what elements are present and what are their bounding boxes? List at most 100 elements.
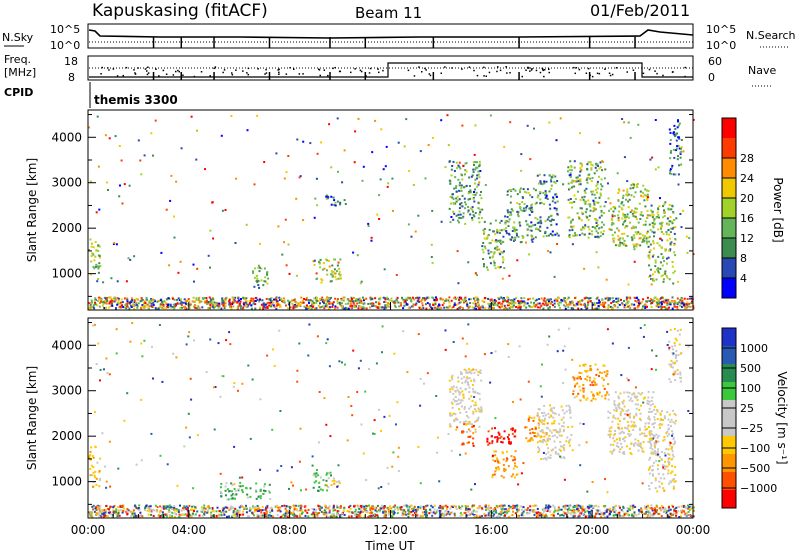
- heatmap-cell: [676, 339, 678, 341]
- heatmap-cell: [672, 283, 674, 285]
- ground-scatter-cell: [152, 299, 154, 301]
- ground-scatter-cell: [149, 300, 151, 302]
- nave-dot: [232, 74, 234, 76]
- heatmap-cell: [537, 412, 539, 414]
- heatmap-cell: [505, 230, 507, 232]
- heatmap-cell: [90, 446, 92, 448]
- heatmap-cell: [477, 374, 479, 376]
- ground-scatter-cell: [675, 515, 677, 517]
- heatmap-cell: [551, 219, 553, 221]
- freq-left-tick-bottom: 8: [68, 71, 75, 84]
- heatmap-cell: [631, 421, 633, 423]
- ground-scatter-cell: [192, 300, 194, 302]
- ground-scatter-cell: [131, 297, 133, 299]
- ground-scatter-cell: [163, 307, 165, 309]
- speckle-cell: [330, 166, 332, 168]
- heatmap-cell: [680, 353, 682, 355]
- cpid-value: themis 3300: [94, 93, 178, 107]
- speckle-cell: [314, 217, 316, 219]
- heatmap-cell: [469, 421, 471, 423]
- heatmap-cell: [678, 164, 680, 166]
- heatmap-cell: [623, 204, 625, 206]
- ground-scatter-cell: [459, 306, 461, 308]
- ground-scatter-cell: [93, 304, 95, 306]
- heatmap-cell: [657, 448, 659, 450]
- heatmap-cell: [674, 474, 676, 476]
- ground-scatter-cell: [669, 302, 671, 304]
- heatmap-cell: [571, 180, 573, 182]
- heatmap-cell: [649, 440, 651, 442]
- ground-scatter-cell: [668, 307, 670, 309]
- heatmap-cell: [592, 384, 594, 386]
- nave-dot: [543, 76, 545, 78]
- nave-dot: [278, 74, 280, 76]
- nave-dot: [483, 67, 485, 69]
- speckle-cell: [288, 244, 290, 246]
- nave-dot: [201, 71, 203, 73]
- ground-scatter-cell: [634, 297, 636, 299]
- heatmap-cell: [633, 393, 635, 395]
- speckle-cell: [173, 216, 175, 218]
- nave-dot: [163, 70, 165, 72]
- heatmap-cell: [328, 472, 330, 474]
- heatmap-cell: [657, 451, 659, 453]
- heatmap-cell: [506, 458, 508, 460]
- heatmap-cell: [645, 423, 647, 425]
- ground-scatter-cell: [629, 307, 631, 309]
- ground-scatter-cell: [551, 514, 553, 516]
- speckle-cell: [653, 232, 655, 234]
- speckle-cell: [337, 117, 339, 119]
- speckle-cell: [683, 150, 685, 152]
- heatmap-cell: [611, 453, 613, 455]
- ground-scatter-cell: [108, 306, 110, 308]
- ground-scatter-cell: [612, 301, 614, 303]
- heatmap-cell: [571, 227, 573, 229]
- y-tick-label: 4000: [51, 130, 82, 144]
- nave-dot: [148, 72, 150, 74]
- heatmap-cell: [638, 442, 640, 444]
- ground-scatter-cell: [280, 510, 282, 512]
- heatmap-cell: [580, 162, 582, 164]
- ground-scatter-cell: [250, 298, 252, 300]
- speckle-cell: [102, 281, 104, 283]
- ground-scatter-cell: [565, 302, 567, 304]
- heatmap-cell: [640, 405, 642, 407]
- ground-scatter-cell: [649, 516, 651, 518]
- heatmap-cell: [662, 464, 664, 466]
- ground-scatter-cell: [212, 298, 214, 300]
- heatmap-cell: [649, 488, 651, 490]
- heatmap-cell: [455, 197, 457, 199]
- ground-scatter-cell: [499, 306, 501, 308]
- heatmap-cell: [468, 199, 470, 201]
- speckle-cell: [447, 114, 449, 116]
- ground-scatter-cell: [433, 299, 435, 301]
- heatmap-cell: [659, 268, 661, 270]
- heatmap-cell: [614, 232, 616, 234]
- speckle-cell: [462, 165, 464, 167]
- heatmap-cell: [330, 280, 332, 282]
- ground-scatter-cell: [170, 305, 172, 307]
- heatmap-cell: [539, 202, 541, 204]
- heatmap-cell: [624, 417, 626, 419]
- heatmap-cell: [99, 255, 101, 257]
- heatmap-cell: [631, 209, 633, 211]
- heatmap-cell: [586, 163, 588, 165]
- heatmap-cell: [89, 451, 91, 453]
- ground-scatter-cell: [420, 308, 422, 310]
- heatmap-cell: [334, 276, 336, 278]
- speckle-cell: [302, 219, 304, 221]
- heatmap-cell: [581, 372, 583, 374]
- heatmap-cell: [98, 272, 100, 274]
- heatmap-cell: [600, 235, 602, 237]
- ground-scatter-cell: [598, 302, 600, 304]
- heatmap-cell: [671, 221, 673, 223]
- heatmap-cell: [586, 216, 588, 218]
- ground-scatter-cell: [339, 303, 341, 305]
- ground-scatter-cell: [120, 509, 122, 511]
- heatmap-cell: [330, 474, 332, 476]
- speckle-cell: [352, 252, 354, 254]
- speckle-cell: [525, 242, 527, 244]
- ground-scatter-cell: [442, 304, 444, 306]
- heatmap-cell: [479, 165, 481, 167]
- ground-scatter-cell: [468, 298, 470, 300]
